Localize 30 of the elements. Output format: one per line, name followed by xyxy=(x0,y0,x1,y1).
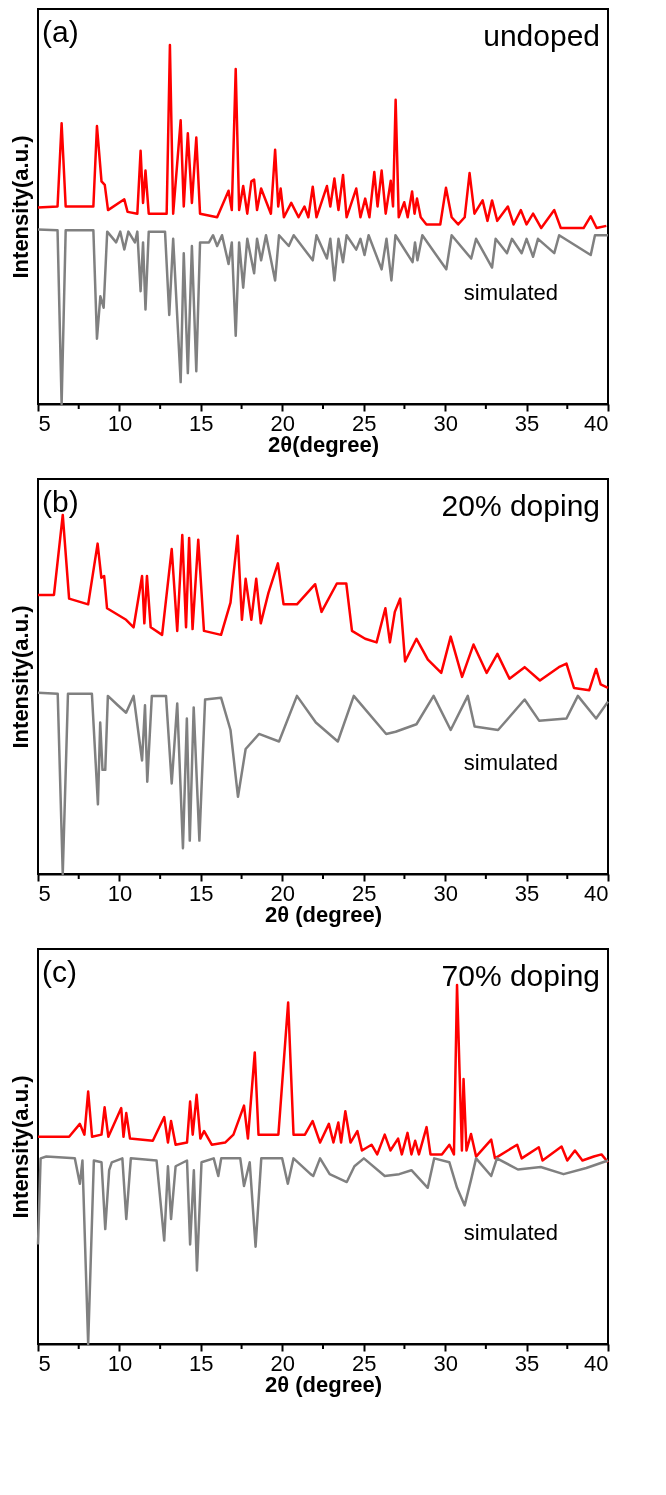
x-tick-label: 40 xyxy=(584,410,609,436)
x-tick-label: 5 xyxy=(38,880,51,906)
x-tick-label: 10 xyxy=(107,410,133,436)
x-tick-label: 35 xyxy=(514,880,540,906)
annotation: (b) xyxy=(42,485,79,518)
x-tick-label: 10 xyxy=(107,880,133,906)
annotation: 20% doping xyxy=(441,489,600,522)
x-tick-label: 5 xyxy=(38,1350,51,1376)
x-tick-label: 5 xyxy=(38,410,51,436)
annotation: (a) xyxy=(42,15,79,48)
series-label: simulated xyxy=(463,750,558,776)
x-tick-label: 15 xyxy=(189,880,214,906)
y-axis-title: Intensity(a.u.) xyxy=(7,1075,33,1219)
x-tick-label: 40 xyxy=(584,1350,609,1376)
annotation: (c) xyxy=(42,955,77,988)
x-tick-label: 35 xyxy=(514,410,540,436)
x-tick-label: 30 xyxy=(433,880,458,906)
y-axis-title: Intensity(a.u.) xyxy=(7,135,33,279)
annotation: undoped xyxy=(483,19,600,52)
x-tick-label: 40 xyxy=(584,880,609,906)
series-label: simulated xyxy=(463,280,558,306)
x-tick-label: 30 xyxy=(433,410,458,436)
x-tick-label: 15 xyxy=(189,410,214,436)
x-tick-label: 35 xyxy=(514,1350,540,1376)
annotation: 70% doping xyxy=(441,959,600,992)
x-tick-label: 30 xyxy=(433,1350,458,1376)
series-label: simulated xyxy=(463,1220,558,1246)
x-tick-label: 10 xyxy=(107,1350,133,1376)
y-axis-title: Intensity(a.u.) xyxy=(7,605,33,749)
x-tick-label: 15 xyxy=(189,1350,214,1376)
